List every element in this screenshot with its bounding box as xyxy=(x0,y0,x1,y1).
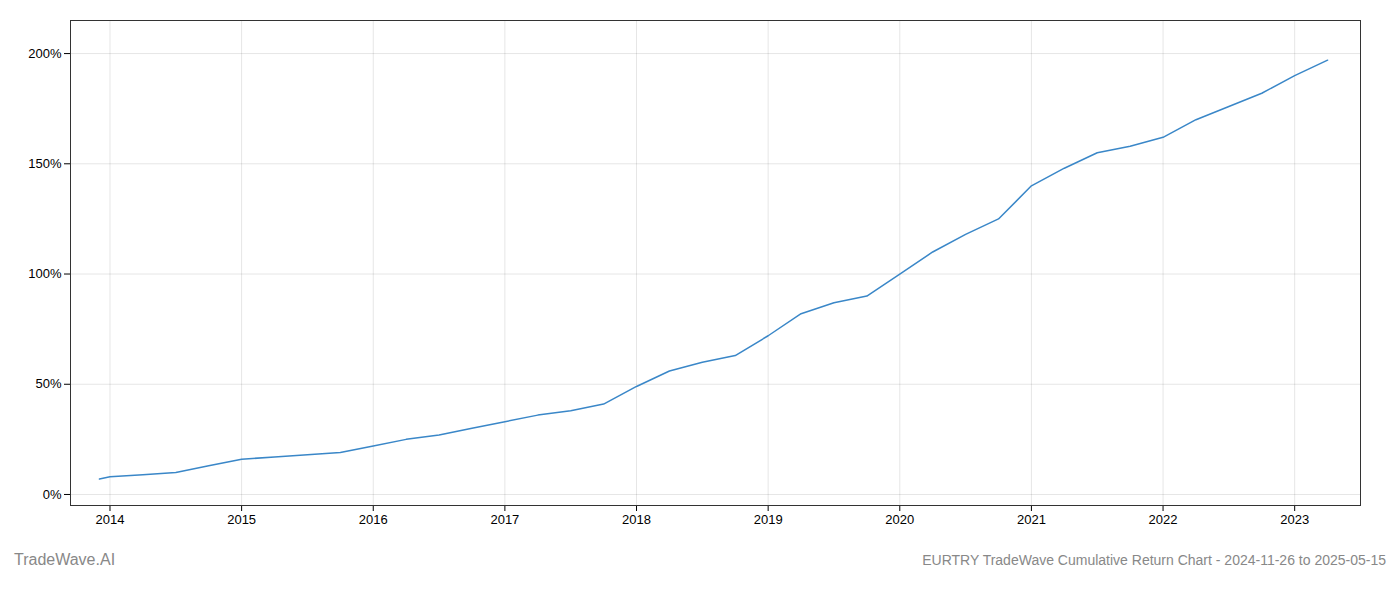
svg-text:2021: 2021 xyxy=(1017,512,1046,527)
html-text:TradeWave.AI: TradeWave.AI xyxy=(14,551,116,568)
svg-text:2019: 2019 xyxy=(754,512,783,527)
svg-text:2017: 2017 xyxy=(490,512,519,527)
svg-text:0%: 0% xyxy=(43,487,62,502)
svg-text:2014: 2014 xyxy=(96,512,125,527)
svg-text:2018: 2018 xyxy=(622,512,651,527)
svg-text:2016: 2016 xyxy=(359,512,388,527)
svg-text:100%: 100% xyxy=(28,266,62,281)
svg-text:2015: 2015 xyxy=(227,512,256,527)
svg-text:150%: 150% xyxy=(28,156,62,171)
svg-text:2023: 2023 xyxy=(1280,512,1309,527)
svg-text:2022: 2022 xyxy=(1149,512,1178,527)
svg-text:200%: 200% xyxy=(28,46,62,61)
svg-text:2020: 2020 xyxy=(885,512,914,527)
html-text:EURTRY TradeWave Cumulative Re: EURTRY TradeWave Cumulative Return Chart… xyxy=(922,552,1386,568)
svg-text:50%: 50% xyxy=(35,376,61,391)
